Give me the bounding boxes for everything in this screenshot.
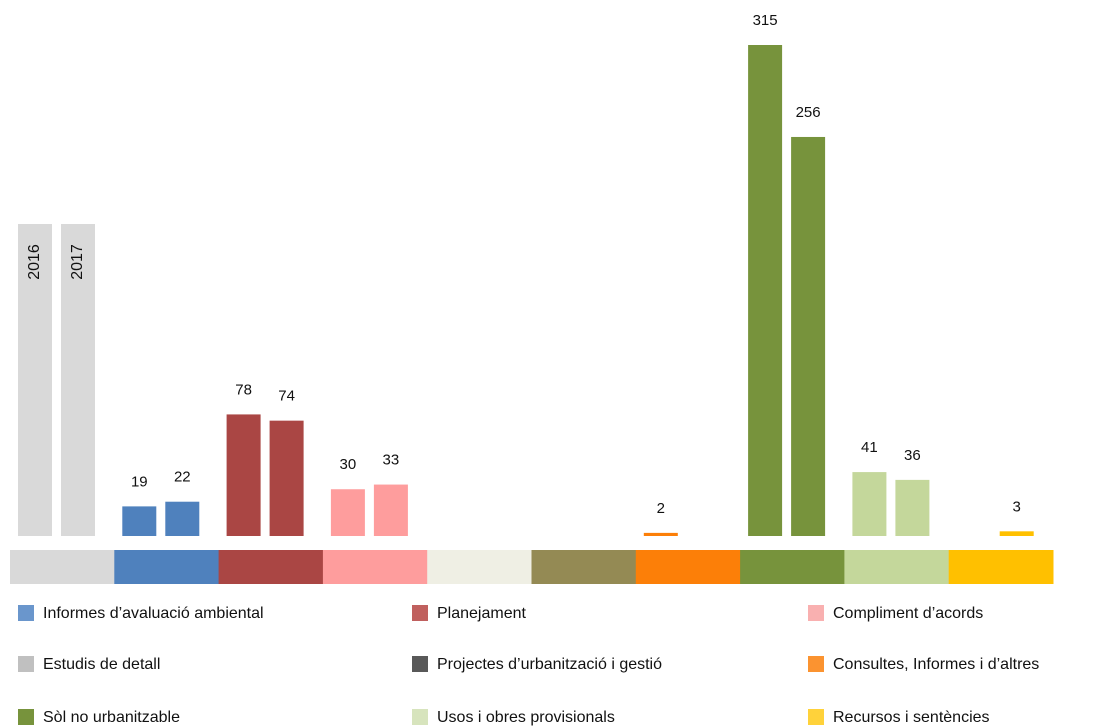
- value-label: 78: [235, 381, 252, 398]
- category-strip: [844, 550, 950, 584]
- year-bar: [18, 224, 52, 536]
- value-label: 22: [174, 469, 191, 486]
- value-label: 315: [753, 12, 778, 29]
- legend-label: Informes d’avaluació ambiental: [43, 605, 264, 622]
- legend-label: Projectes d’urbanització i gestió: [437, 656, 662, 673]
- category-strip: [427, 550, 532, 584]
- bar: [165, 501, 200, 536]
- bar: [999, 531, 1034, 536]
- category-strip: [531, 550, 637, 584]
- bar: [330, 489, 365, 536]
- bar: [643, 532, 678, 536]
- legend-label: Compliment d’acords: [833, 605, 983, 622]
- legend-swatch: [808, 656, 824, 672]
- legend-swatch: [18, 656, 34, 672]
- legend-label: Consultes, Informes i d’altres: [833, 656, 1039, 673]
- legend-swatch: [412, 605, 428, 621]
- legend-swatch: [18, 709, 34, 725]
- legend-swatch: [808, 709, 824, 725]
- series-label: 2016: [26, 244, 43, 280]
- bar: [373, 484, 408, 536]
- category-strip: [948, 550, 1054, 584]
- legend-label: Recursos i sentències: [833, 709, 990, 726]
- category-strip: [740, 550, 845, 584]
- category-strip: [218, 550, 324, 584]
- legend-label: Sòl no urbanitzable: [43, 709, 180, 726]
- legend-swatch: [412, 709, 428, 725]
- series-label: 2017: [69, 244, 86, 280]
- category-strip: [10, 550, 115, 584]
- value-label: 33: [383, 452, 400, 469]
- bar: [852, 472, 887, 536]
- legend-label: Estudis de detall: [43, 656, 160, 673]
- value-label: 3: [1013, 498, 1021, 515]
- legend-swatch: [412, 656, 428, 672]
- value-label: 74: [278, 388, 295, 405]
- legend-label: Planejament: [437, 605, 527, 622]
- bar: [122, 506, 157, 536]
- value-label: 19: [131, 473, 148, 490]
- year-bar: [61, 224, 95, 536]
- legend-swatch: [18, 605, 34, 621]
- value-label: 36: [904, 447, 921, 464]
- legend-label: Usos i obres provisionals: [437, 709, 615, 726]
- value-label: 256: [796, 104, 821, 121]
- bar: [791, 136, 826, 536]
- category-strip: [322, 550, 428, 584]
- bar: [748, 45, 783, 536]
- value-label: 41: [861, 439, 878, 456]
- legend-swatch: [808, 605, 824, 621]
- bar: [226, 414, 261, 536]
- bar: [269, 420, 304, 536]
- bar: [895, 479, 930, 536]
- value-label: 30: [340, 456, 357, 473]
- category-strip: [635, 550, 741, 584]
- category-strip: [114, 550, 220, 584]
- value-label: 2: [657, 500, 665, 517]
